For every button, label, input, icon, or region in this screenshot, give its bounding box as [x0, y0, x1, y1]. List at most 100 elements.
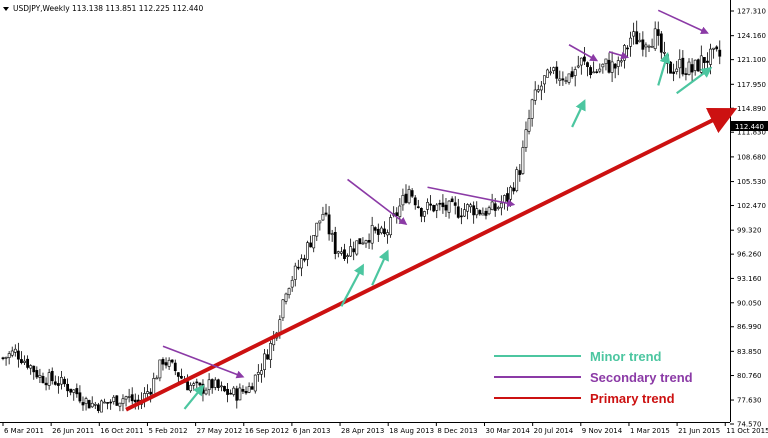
x-tick-label: 8 Dec 2013: [437, 427, 477, 435]
candle-body: [296, 266, 300, 269]
candle-body: [229, 392, 233, 395]
candle-body: [96, 404, 100, 411]
candle-body: [638, 39, 642, 43]
x-tick-label: 9 Nov 2014: [582, 427, 623, 435]
candle-body: [706, 60, 709, 63]
candle-body: [207, 379, 211, 390]
candle-body: [146, 391, 149, 394]
candle-body: [56, 383, 60, 386]
candle-body: [152, 378, 156, 396]
candle-body: [306, 242, 309, 260]
candle-body: [601, 63, 605, 68]
candle-body: [216, 379, 220, 389]
candle-body: [333, 232, 337, 254]
candle-body: [383, 228, 386, 235]
candle-body: [469, 204, 472, 208]
ohlc-readout: 113.138 113.851 112.225 112.440: [72, 4, 203, 13]
candle-body: [518, 170, 522, 175]
x-tick-label: 30 Mar 2014: [486, 427, 531, 435]
candle-body: [410, 190, 414, 197]
candle-body: [493, 203, 497, 211]
candle-body: [115, 395, 119, 406]
candle-body: [293, 265, 297, 280]
candle-body: [463, 209, 466, 217]
candle-body: [189, 384, 193, 392]
candle-body: [26, 358, 30, 368]
candle-body: [87, 400, 91, 409]
triangle-down-icon: [3, 7, 9, 11]
minor-trend-arrow: [340, 263, 364, 307]
secondary-trend-arrow: [427, 186, 516, 208]
candle-body: [312, 235, 316, 249]
candle-body: [595, 71, 599, 74]
candle-body: [413, 197, 417, 206]
candle-body: [687, 61, 691, 75]
y-tick-label: 127.310: [737, 8, 766, 16]
candle-body: [472, 205, 476, 216]
y-tick-label: 105.530: [737, 178, 766, 186]
candle-body: [318, 220, 322, 224]
candle-body: [1, 357, 5, 360]
trend-arrows: [125, 9, 738, 412]
candle-body: [456, 206, 460, 218]
candle-body: [573, 69, 577, 76]
candle-body: [623, 45, 626, 61]
y-tick-label: 77.630: [737, 397, 762, 405]
candle-body: [250, 386, 254, 390]
candle-body: [398, 205, 402, 217]
candlestick-series: [1, 20, 722, 414]
y-tick-label: 86.990: [737, 323, 762, 331]
candle-body: [656, 29, 660, 36]
legend-item-primary: Primary trend: [494, 391, 675, 406]
candle-body: [336, 251, 340, 254]
candle-body: [543, 75, 546, 85]
candle-body: [284, 293, 288, 302]
candle-body: [496, 207, 500, 209]
candle-body: [503, 195, 506, 203]
candle-body: [429, 203, 433, 206]
candle-body: [16, 350, 20, 360]
candle-body: [524, 129, 528, 148]
candle-body: [610, 61, 614, 73]
candle-body: [521, 147, 525, 174]
candle-body: [41, 376, 45, 384]
candle-body: [238, 387, 242, 401]
candle-body: [309, 242, 313, 248]
x-tick-label: 21 Jun 2015: [678, 427, 720, 435]
candle-body: [675, 68, 679, 72]
candle-body: [256, 371, 260, 375]
minor-trend-arrow: [183, 384, 205, 410]
candle-body: [592, 71, 596, 74]
candle-body: [352, 248, 356, 253]
candle-body: [4, 356, 8, 359]
candle-body: [444, 204, 448, 211]
candle-body: [210, 379, 214, 389]
candle-body: [127, 396, 131, 398]
candle-body: [481, 212, 485, 216]
candle-body: [69, 388, 73, 393]
x-tick-label: 20 Jul 2014: [534, 427, 574, 435]
candle-body: [530, 99, 534, 119]
legend-label-primary: Primary trend: [590, 391, 675, 406]
candle-body: [376, 228, 380, 235]
candle-body: [684, 73, 688, 75]
candle-body: [244, 391, 248, 394]
candle-body: [63, 378, 66, 385]
candle-body: [118, 402, 122, 407]
candle-body: [426, 202, 429, 210]
candle-body: [164, 362, 168, 366]
candle-body: [395, 212, 399, 216]
candle-body: [598, 68, 602, 72]
candle-body: [662, 51, 666, 54]
candle-body: [629, 37, 632, 47]
y-tick-label: 93.160: [737, 275, 762, 283]
candle-body: [619, 60, 623, 63]
minor-trend-arrow: [371, 249, 389, 286]
secondary-trend-arrow: [568, 44, 599, 62]
legend-item-minor: Minor trend: [494, 349, 662, 364]
candle-body: [715, 46, 719, 50]
legend-label-minor: Minor trend: [590, 349, 662, 364]
y-tick-label: 121.100: [737, 56, 766, 64]
y-tick-label: 90.050: [737, 299, 762, 307]
candle-body: [106, 402, 109, 404]
